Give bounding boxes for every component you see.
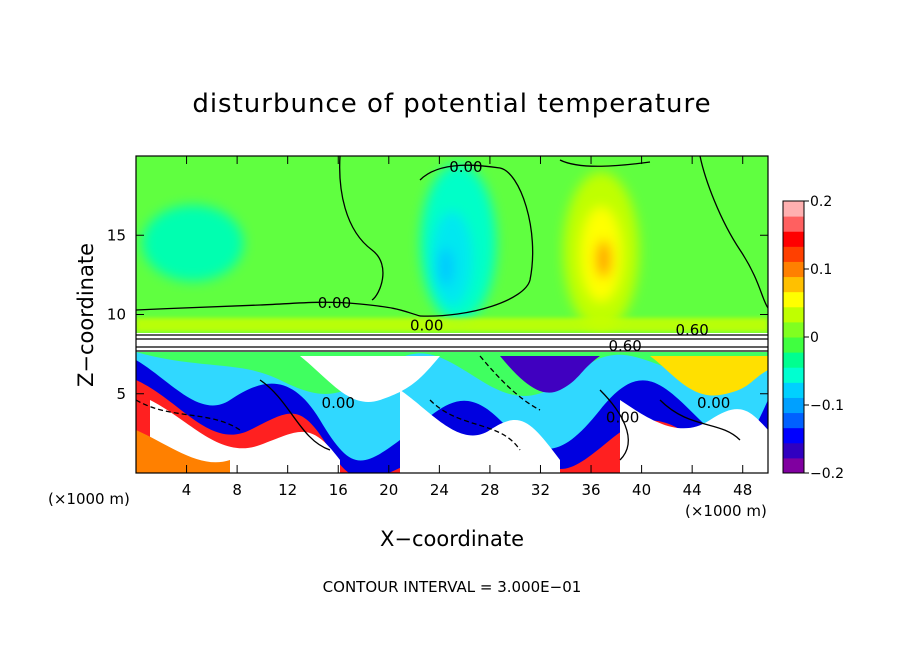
colorbar-swatch [783, 276, 804, 293]
contour-label: 0.60 [675, 321, 708, 339]
x-tick-label: 4 [182, 481, 192, 499]
anomaly-0 [142, 205, 244, 282]
y-axis-label: Z−coordinate [74, 243, 98, 387]
colorbar-tick-label: −0.2 [810, 466, 844, 482]
y-tick-label: 15 [107, 226, 126, 244]
y-tick-label: 10 [107, 306, 126, 324]
colorbar-swatch [783, 321, 804, 338]
contour-label: 0.00 [322, 394, 355, 412]
colorbar-swatch [783, 412, 804, 429]
plot-area: 0.00 0.00 0.00 0.60 0.60 0.00 0.00 0.00 [136, 156, 768, 473]
turbulent-layer [136, 352, 768, 473]
x-tick-label: 40 [632, 481, 651, 499]
colorbar-swatch [783, 201, 804, 217]
contour-label: 0.00 [318, 294, 351, 312]
colorbar-swatch [783, 306, 804, 323]
contour-interval-footer: CONTOUR INTERVAL = 3.000E−01 [323, 578, 582, 596]
colorbar-tick-label: 0.2 [810, 194, 832, 210]
anomaly-6 [596, 240, 612, 279]
y-axis: 5 10 15 [107, 226, 768, 403]
contour-lines [136, 156, 768, 461]
contour-label: 0.00 [697, 394, 730, 412]
x-tick-label: 44 [683, 481, 702, 499]
colorbar-swatch [783, 216, 804, 232]
contour-label: 0.00 [449, 158, 482, 176]
colorbar-swatch [783, 352, 804, 368]
contour-label: 0.00 [410, 316, 443, 334]
x-tick-label: 36 [581, 481, 600, 499]
colorbar-tick-label: 0.1 [810, 262, 832, 278]
colorbar-swatch [783, 261, 804, 278]
colorbar [782, 200, 805, 474]
colorbar-swatch [783, 291, 804, 308]
x-axis-label: X−coordinate [380, 527, 524, 551]
anomaly-patches [142, 163, 640, 331]
colorbar-swatch [783, 442, 804, 459]
colorbar-swatch [783, 337, 804, 353]
colorbar-swatch [783, 367, 804, 383]
colorbar-ticks: 0.2 0.1 0 −0.1 −0.2 [804, 194, 844, 482]
x-tick-label: 20 [379, 481, 398, 499]
x-unit-left: (×1000 m) [48, 490, 130, 508]
contour-label: 0.00 [606, 408, 639, 426]
x-axis: 4 8 12 16 20 24 28 32 36 40 44 48 [182, 156, 752, 499]
colorbar-tick-label: 0 [810, 330, 819, 346]
x-tick-label: 48 [733, 481, 752, 499]
colorbar-swatch [783, 246, 804, 262]
y-tick-label: 5 [116, 385, 126, 403]
x-tick-label: 24 [430, 481, 449, 499]
contour-labels: 0.00 0.00 0.00 0.60 0.60 0.00 0.00 0.00 [318, 158, 731, 426]
contour-label: 0.60 [608, 337, 641, 355]
x-tick-label: 8 [232, 481, 242, 499]
yellow-fringe [136, 318, 768, 332]
colorbar-swatch [783, 397, 804, 414]
colorbar-swatch [783, 457, 804, 474]
white-layer [136, 333, 768, 352]
x-unit-right: (×1000 m) [685, 502, 767, 520]
colorbar-tick-label: −0.1 [810, 398, 844, 414]
colorbar-swatch [783, 382, 804, 398]
chart-title: disturbunce of potential temperature [192, 89, 711, 119]
x-tick-label: 16 [329, 481, 348, 499]
x-tick-label: 12 [278, 481, 297, 499]
x-tick-label: 28 [480, 481, 499, 499]
colorbar-swatch [783, 427, 804, 444]
x-tick-label: 32 [531, 481, 550, 499]
anomaly-3 [438, 247, 454, 286]
colorbar-swatch [783, 231, 804, 247]
